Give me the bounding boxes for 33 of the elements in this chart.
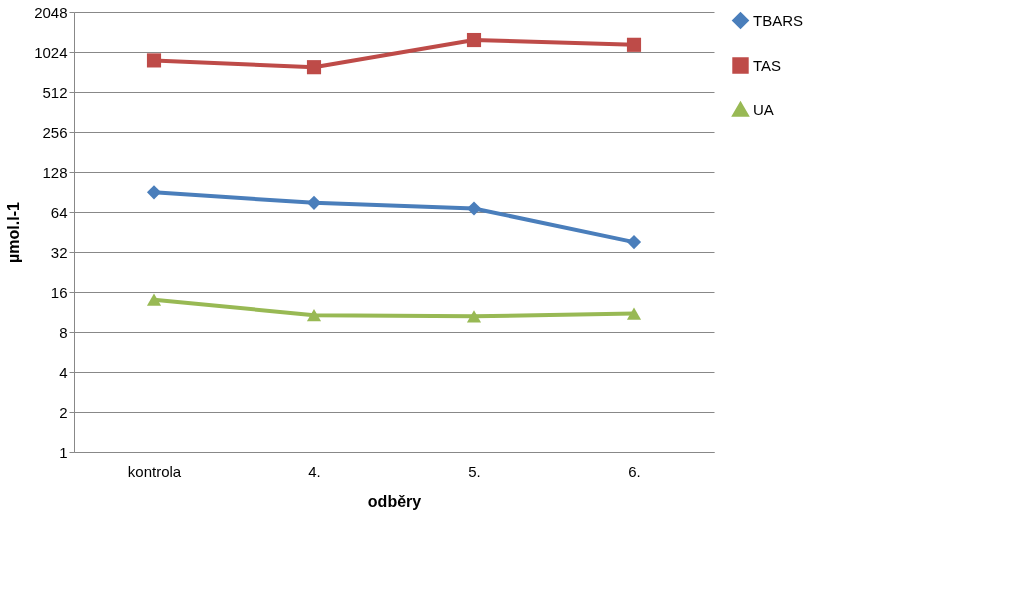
point xyxy=(626,37,642,52)
point xyxy=(626,235,642,250)
x-tick-label: kontrola xyxy=(127,462,182,480)
point xyxy=(306,195,322,210)
y-tick-label: 1024 xyxy=(34,43,68,61)
y-tick-label: 32 xyxy=(50,243,68,261)
y-tick-label: 16 xyxy=(50,283,68,301)
point xyxy=(466,201,482,216)
point xyxy=(306,309,322,322)
legend-label: TAS xyxy=(753,56,782,74)
point xyxy=(146,53,162,68)
x-axis-title: odběry xyxy=(367,492,422,510)
y-tick-label: 4 xyxy=(59,363,68,381)
y-tick-label: 1 xyxy=(59,443,68,461)
point xyxy=(466,310,482,323)
point xyxy=(466,32,482,48)
point xyxy=(146,293,162,306)
y-tick-label: 8 xyxy=(59,323,68,341)
y-axis-title: µmol.l-1 xyxy=(5,202,23,263)
y-tick-label: 128 xyxy=(42,163,68,181)
y-tick-label: 64 xyxy=(50,203,68,221)
y-tick-label: 2 xyxy=(59,403,68,421)
point xyxy=(306,60,322,75)
legend-label: TBARS xyxy=(753,11,804,29)
x-tick-label: 4. xyxy=(308,462,321,480)
x-tick-label: 6. xyxy=(628,462,641,480)
point xyxy=(626,307,642,320)
legend-label: UA xyxy=(753,100,774,118)
y-tick-label: 512 xyxy=(42,83,68,101)
point xyxy=(146,185,162,200)
y-tick-label: 256 xyxy=(42,123,68,141)
x-tick-label: 5. xyxy=(468,462,481,480)
y-tick-label: 2048 xyxy=(34,3,68,21)
